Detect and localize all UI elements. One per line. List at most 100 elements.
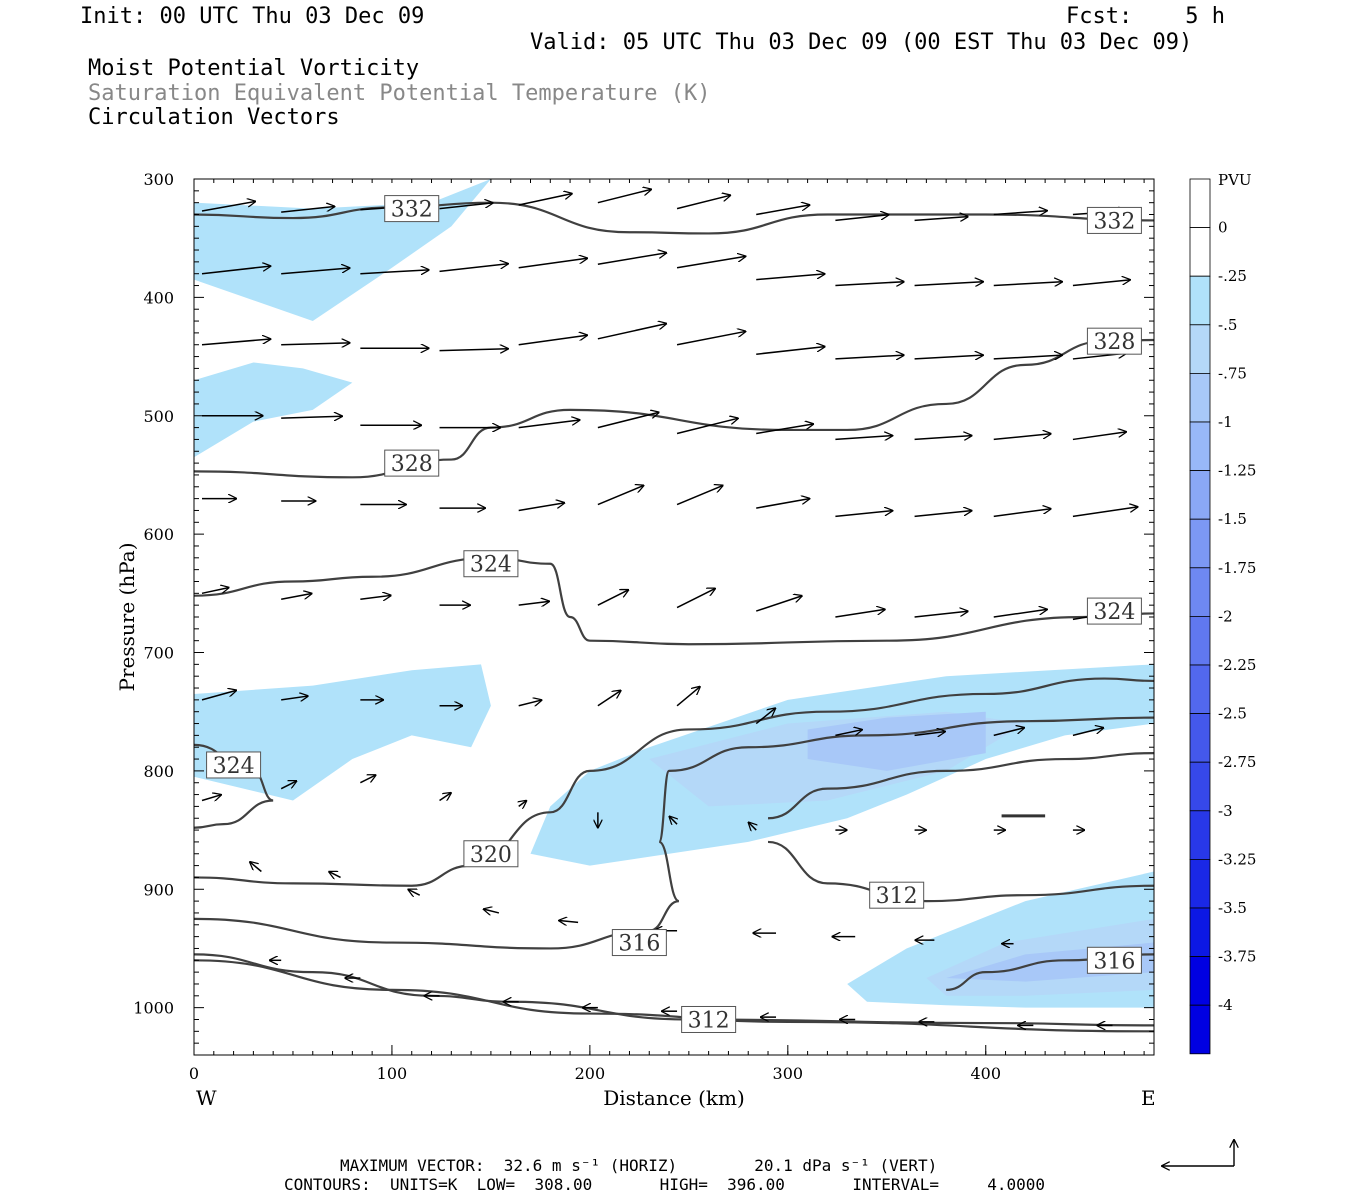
colorbar-segment-12 <box>1189 761 1211 812</box>
vector-40 <box>518 420 580 429</box>
contour-label-9: 316 <box>1086 946 1142 974</box>
colorbar-label-4: -1 <box>1218 413 1233 431</box>
contour-label-text: 328 <box>1093 330 1135 355</box>
vector-24 <box>201 339 270 346</box>
vector-70 <box>993 609 1047 618</box>
x-axis-title: Distance (km) <box>603 1086 745 1110</box>
vector-78 <box>676 687 700 707</box>
vector-72 <box>201 690 236 701</box>
vector-53 <box>597 486 644 506</box>
contour-label-text: 312 <box>688 1008 730 1033</box>
contour-label-box <box>1086 597 1142 625</box>
vector-20 <box>835 282 903 286</box>
vector-37 <box>281 416 342 418</box>
vector-86 <box>360 775 375 784</box>
vector-96 <box>250 862 262 873</box>
colorbar-segment-4 <box>1189 372 1211 423</box>
vector-0 <box>201 201 255 212</box>
y-tick-label-0: 300 <box>143 170 174 189</box>
colorbar-segment-2 <box>1189 275 1211 326</box>
colorbar-segment-16 <box>1189 956 1211 1006</box>
contour-label-text: 316 <box>1093 949 1135 974</box>
colorbar-segment-14 <box>1189 859 1211 909</box>
contour-label-box <box>681 1005 737 1033</box>
init-time: Init: 00 UTC Thu 03 Dec 09 <box>80 4 425 29</box>
field-title-vectors: Circulation Vectors <box>88 105 340 130</box>
pv-region-1 <box>194 362 353 458</box>
contour-324-2 <box>194 556 1154 646</box>
vector-66 <box>676 589 715 609</box>
vector-57 <box>914 511 972 518</box>
contour-312-7 <box>767 752 1154 820</box>
contour-label-4: 324 <box>463 550 519 578</box>
colorbar-label-7: -1.75 <box>1218 559 1256 577</box>
contour-320-3 <box>194 677 1154 887</box>
contour-label-box <box>1086 327 1142 355</box>
vector-55 <box>756 499 809 509</box>
contour-info: CONTOURS: UNITS=K LOW= 308.00 HIGH= 396.… <box>284 1175 1045 1194</box>
contour-312-5 <box>194 953 1154 1027</box>
vector-29 <box>597 324 666 340</box>
colorbar-segment-9 <box>1189 616 1211 666</box>
contour-label-text: 312 <box>876 884 918 909</box>
vector-62 <box>360 595 390 599</box>
vector-22 <box>993 282 1062 286</box>
x-tick-label-3: 300 <box>773 1064 804 1083</box>
vector-42 <box>676 418 738 435</box>
x-tick-label-4: 400 <box>970 1064 1001 1083</box>
colorbar-label-9: -2.25 <box>1218 656 1256 674</box>
vector-64 <box>518 601 549 605</box>
vector-85 <box>280 781 296 790</box>
vector-82 <box>993 728 1024 737</box>
y-tick-label-6: 900 <box>143 880 174 899</box>
colorbar-label-5: -1.25 <box>1218 462 1256 480</box>
contour-label-10: 312 <box>869 881 925 909</box>
colorbar-segment-8 <box>1189 567 1211 617</box>
vector-18 <box>676 256 745 269</box>
vector-4 <box>518 194 572 206</box>
contour-label-2: 328 <box>1086 327 1142 355</box>
contour-label-text: 324 <box>213 754 255 779</box>
vector-67 <box>755 596 802 612</box>
vector-73 <box>281 696 308 700</box>
vector-7 <box>756 205 809 216</box>
vector-30 <box>676 331 745 346</box>
vector-45 <box>914 436 972 440</box>
colorbar-segment-3 <box>1189 324 1211 374</box>
vector-6 <box>676 195 730 210</box>
contour-label-5: 324 <box>1086 597 1142 625</box>
contour-label-box <box>869 881 925 909</box>
forecast-hour: Fcst: 5 h <box>1066 4 1225 29</box>
contour-label-1: 332 <box>1086 206 1142 234</box>
contour-label-box <box>611 929 667 957</box>
x-tick-label-0: 0 <box>189 1064 199 1083</box>
vector-44 <box>835 436 892 440</box>
vector-21 <box>914 282 983 286</box>
vector-68 <box>835 609 884 618</box>
contour-label-box <box>1086 946 1142 974</box>
vector-98 <box>408 889 421 895</box>
y-tick-label-5: 800 <box>143 762 174 781</box>
vector-58 <box>993 509 1051 518</box>
colorbar-label-12: -3 <box>1218 802 1233 820</box>
vector-79 <box>755 708 775 725</box>
y-tick-label-1: 400 <box>143 288 174 307</box>
pv-region-2 <box>194 664 491 801</box>
colorbar-segment-15 <box>1189 907 1211 957</box>
contour-328-1 <box>194 338 1154 479</box>
vector-100 <box>559 921 579 923</box>
east-label: E <box>1141 1086 1156 1110</box>
colorbar-segment-6 <box>1189 470 1211 520</box>
vector-1 <box>281 206 334 213</box>
contour-label-0: 332 <box>384 195 440 223</box>
vector-5 <box>597 189 651 204</box>
colorbar-unit: PVU <box>1218 171 1252 189</box>
vector-12 <box>201 266 270 275</box>
contour-label-box <box>463 550 519 578</box>
colorbar-label-13: -3.25 <box>1218 850 1256 868</box>
vector-28 <box>518 335 587 346</box>
vector-31 <box>756 347 824 355</box>
contour-label-text: 332 <box>1093 209 1135 234</box>
x-tick-label-1: 100 <box>377 1064 408 1083</box>
contour-label-7: 320 <box>463 840 519 868</box>
